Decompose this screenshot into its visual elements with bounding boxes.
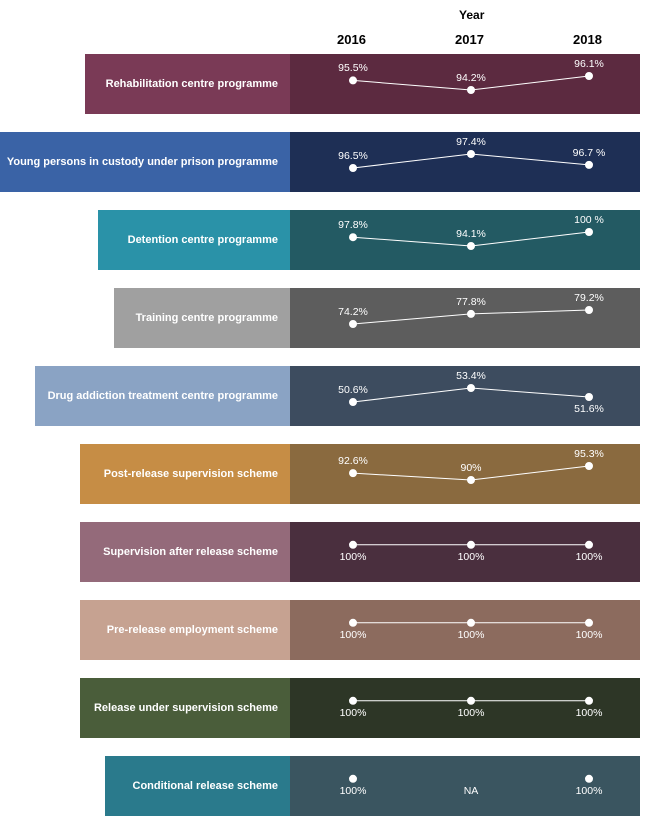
row-4: Drug addiction treatment centre programm… <box>0 366 660 426</box>
row-data: 95.5% 94.2% 96.1% <box>290 54 640 114</box>
row-6: Supervision after release scheme100%100%… <box>0 522 660 582</box>
row-data: 100% 100% 100% <box>290 600 640 660</box>
row-label: Rehabilitation centre programme <box>85 54 290 114</box>
value-label: 100% <box>458 629 485 641</box>
value-label: 100% <box>340 629 367 641</box>
row-8: Release under supervision scheme100%100%… <box>0 678 660 738</box>
value-label: 94.2% <box>456 72 486 84</box>
value-label: 92.6% <box>338 455 368 467</box>
year-col-2017: 2017 <box>455 32 484 47</box>
row-0: Rehabilitation centre programme 95.5% 94.2… <box>0 54 660 114</box>
row-2: Detention centre programme 97.8% 94.1% 100 … <box>0 210 660 270</box>
value-label: 74.2% <box>338 306 368 318</box>
row-data: 100% NA 100% <box>290 756 640 816</box>
row-label: Detention centre programme <box>98 210 290 270</box>
value-label: 96.5% <box>338 150 368 162</box>
value-label: 53.4% <box>456 370 486 382</box>
value-label: 97.4% <box>456 136 486 148</box>
chart-title: Year <box>459 8 484 22</box>
value-label: NA <box>464 785 479 797</box>
row-data: 96.5% 97.4% 96.7 % <box>290 132 640 192</box>
value-label: 100% <box>576 551 603 563</box>
value-label: 79.2% <box>574 292 604 304</box>
value-label: 100% <box>340 707 367 719</box>
value-label: 100% <box>576 707 603 719</box>
row-5: Post-release supervision scheme92.6%90%9… <box>0 444 660 504</box>
row-1: Young persons in custody under prison pr… <box>0 132 660 192</box>
programme-success-chart: Year 2016 2017 2018 Rehabilitation centre … <box>0 0 660 816</box>
row-data: 92.6% 90% 95.3% <box>290 444 640 504</box>
value-label: 94.1% <box>456 228 486 240</box>
row-label: Supervision after release scheme <box>80 522 290 582</box>
value-label: 51.6% <box>574 403 604 415</box>
value-label: 100% <box>340 785 367 797</box>
value-label: 90% <box>460 462 481 474</box>
chart-header: Year 2016 2017 2018 <box>0 0 660 54</box>
row-data: 100% 100% 100% <box>290 678 640 738</box>
value-label: 96.1% <box>574 58 604 70</box>
value-label: 100% <box>576 785 603 797</box>
value-label: 100 % <box>574 214 604 226</box>
value-label: 96.7 % <box>573 147 606 159</box>
row-label: Pre-release employment scheme <box>80 600 290 660</box>
row-label: Post-release supervision scheme <box>80 444 290 504</box>
row-3: Training centre programme 74.2% 77.8% 79.2% <box>0 288 660 348</box>
year-col-2016: 2016 <box>337 32 366 47</box>
value-label: 95.3% <box>574 448 604 460</box>
year-col-2018: 2018 <box>573 32 602 47</box>
row-label: Release under supervision scheme <box>80 678 290 738</box>
row-label: Conditional release scheme <box>105 756 290 816</box>
row-label: Training centre programme <box>114 288 290 348</box>
row-data: 74.2% 77.8% 79.2% <box>290 288 640 348</box>
row-data: 100% 100% 100% <box>290 522 640 582</box>
value-label: 77.8% <box>456 296 486 308</box>
value-label: 97.8% <box>338 219 368 231</box>
value-label: 100% <box>458 707 485 719</box>
row-9: Conditional release scheme 100% NA 100% <box>0 756 660 816</box>
row-7: Pre-release employment scheme100%100%100… <box>0 600 660 660</box>
row-label: Young persons in custody under prison pr… <box>0 132 290 192</box>
value-label: 50.6% <box>338 384 368 396</box>
row-data: 97.8% 94.1% 100 % <box>290 210 640 270</box>
chart-rows: Rehabilitation centre programme 95.5% 94.2… <box>0 54 660 816</box>
row-data: 50.6% 53.4% 51.6% <box>290 366 640 426</box>
value-label: 95.5% <box>338 62 368 74</box>
row-label: Drug addiction treatment centre programm… <box>35 366 290 426</box>
value-label: 100% <box>576 629 603 641</box>
value-label: 100% <box>458 551 485 563</box>
value-label: 100% <box>340 551 367 563</box>
